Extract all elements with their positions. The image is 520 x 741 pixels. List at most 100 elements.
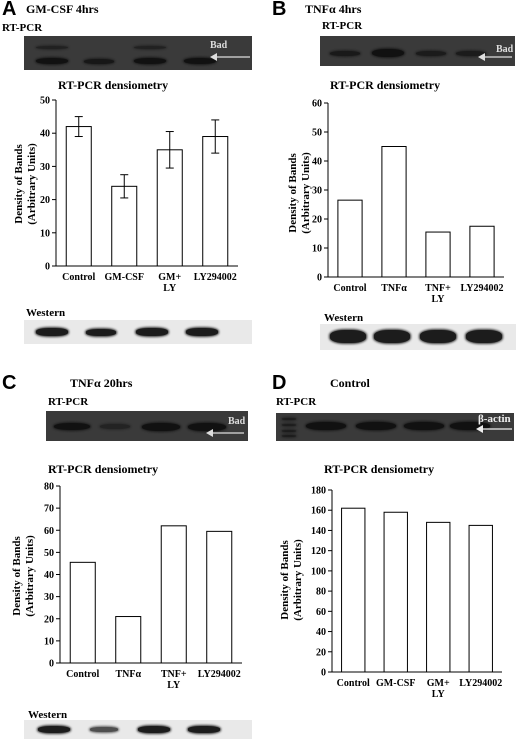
y-tick-label: 60 xyxy=(44,526,54,537)
western-band xyxy=(38,726,70,733)
y-tick-label: 30 xyxy=(40,162,50,173)
bar xyxy=(65,126,92,267)
gel-band xyxy=(142,423,180,431)
gel-band xyxy=(404,422,444,430)
bar xyxy=(468,524,493,673)
rtpcr-gel xyxy=(276,413,514,441)
rtpcr-gel xyxy=(46,411,248,441)
x-tick-label: Control xyxy=(337,678,370,689)
gel-band xyxy=(84,59,114,64)
gel-band xyxy=(134,46,166,49)
gel-band xyxy=(450,422,490,430)
y-axis-label: Density of Bands(Arbitrary Units) xyxy=(287,152,312,234)
y-tick-label: 20 xyxy=(316,647,326,658)
panel-letter: B xyxy=(272,0,287,20)
panel-letter: C xyxy=(2,372,17,394)
chart-d: 0 20 40 60 80 100 120 140 160 180 Control GM-CSF GM+… xyxy=(279,486,502,701)
y-tick-label: 60 xyxy=(312,99,322,110)
bar xyxy=(111,185,138,267)
y-axis-label: Density of Bands(Arbitrary Units) xyxy=(11,535,36,617)
gel-arrow xyxy=(206,429,244,437)
y-tick-label: 40 xyxy=(44,570,54,581)
x-tick-label: LY294002 xyxy=(459,678,502,689)
western-band xyxy=(36,328,68,336)
gel-band xyxy=(54,423,90,430)
gel-band xyxy=(330,51,360,56)
chart-c: 0 10 20 30 40 50 60 70 80 Control TNFα TNF+ LY LY2940… xyxy=(11,482,242,691)
x-tick-label: TNFα xyxy=(381,283,407,294)
western-label: Western xyxy=(28,709,68,721)
gel-target-label: Bad xyxy=(228,416,246,427)
y-tick-label: 40 xyxy=(316,627,326,638)
y-tick-label: 10 xyxy=(40,228,50,239)
gel-arrow xyxy=(210,53,250,61)
gel-target-label: Bad xyxy=(210,40,228,51)
y-tick-label: 30 xyxy=(44,592,54,603)
y-tick-label: 0 xyxy=(321,668,326,679)
x-tick-label: Control xyxy=(333,283,366,294)
y-tick-label: 0 xyxy=(317,273,322,284)
western-band xyxy=(188,726,220,733)
y-tick-label: 20 xyxy=(312,215,322,226)
gel-band xyxy=(282,430,296,432)
panel-letter: A xyxy=(2,0,17,20)
y-tick-label: 80 xyxy=(316,587,326,598)
bar xyxy=(469,225,495,278)
gel-band xyxy=(416,51,446,56)
bar xyxy=(337,199,363,278)
rtpcr-gel xyxy=(320,36,515,66)
gel-band xyxy=(100,424,130,429)
gel-target-label: β-actin xyxy=(478,413,511,425)
gel-band xyxy=(282,424,296,426)
gel-band xyxy=(188,423,226,431)
western-band xyxy=(466,330,502,343)
y-tick-label: 0 xyxy=(45,262,50,273)
y-tick-label: 20 xyxy=(44,614,54,625)
bar xyxy=(202,136,229,267)
y-tick-label: 50 xyxy=(312,128,322,139)
densitometry-title: RT-PCR densiometry xyxy=(58,78,169,92)
bar xyxy=(383,511,408,673)
x-tick-label: GM+ LY xyxy=(427,678,450,700)
western-band xyxy=(330,330,366,343)
chart-b: 0 10 20 30 40 50 60 Control TNFα TNF+ LY LY294002 De… xyxy=(287,99,504,305)
densitometry-title: RT-PCR densiometry xyxy=(324,462,435,476)
bar xyxy=(426,521,451,673)
gel-arrow xyxy=(478,53,512,61)
x-tick-label: TNF+ LY xyxy=(425,283,451,305)
y-tick-label: 40 xyxy=(312,157,322,168)
densitometry-title: RT-PCR densiometry xyxy=(330,78,441,92)
gel-band xyxy=(282,418,296,420)
x-tick-label: TNF+ LY xyxy=(161,669,187,691)
gel-band xyxy=(36,46,68,49)
panel-title: Control xyxy=(330,376,370,390)
western-band xyxy=(136,328,168,336)
y-tick-label: 160 xyxy=(311,506,326,517)
bar xyxy=(206,530,233,664)
rtpcr-label: RT-PCR xyxy=(276,396,317,408)
gel-band xyxy=(184,58,216,64)
western-band xyxy=(90,727,118,732)
x-tick-label: LY294002 xyxy=(461,283,504,294)
x-tick-label: LY294002 xyxy=(194,272,237,283)
rtpcr-label: RT-PCR xyxy=(2,22,43,34)
x-tick-label: GM-CSF xyxy=(376,678,415,689)
gel-band xyxy=(456,51,486,56)
gel-band xyxy=(134,58,166,64)
gel-band xyxy=(282,435,296,437)
y-tick-label: 60 xyxy=(316,607,326,618)
y-tick-label: 80 xyxy=(44,482,54,493)
y-axis-label: Density of Bands(Arbitrary Units) xyxy=(279,539,304,621)
western-band xyxy=(420,330,456,343)
panel-title: GM-CSF 4hrs xyxy=(26,2,99,16)
western-band xyxy=(86,329,116,336)
x-tick-label: TNFα xyxy=(115,669,141,680)
western-blot xyxy=(24,720,252,739)
panel-title: TNFα 4hrs xyxy=(305,2,362,16)
gel-target-label: Bad xyxy=(496,44,514,55)
bar xyxy=(156,149,183,267)
densitometry-title: RT-PCR densiometry xyxy=(48,462,159,476)
y-tick-label: 70 xyxy=(44,504,54,515)
rtpcr-gel xyxy=(24,36,252,70)
bar xyxy=(341,507,366,673)
